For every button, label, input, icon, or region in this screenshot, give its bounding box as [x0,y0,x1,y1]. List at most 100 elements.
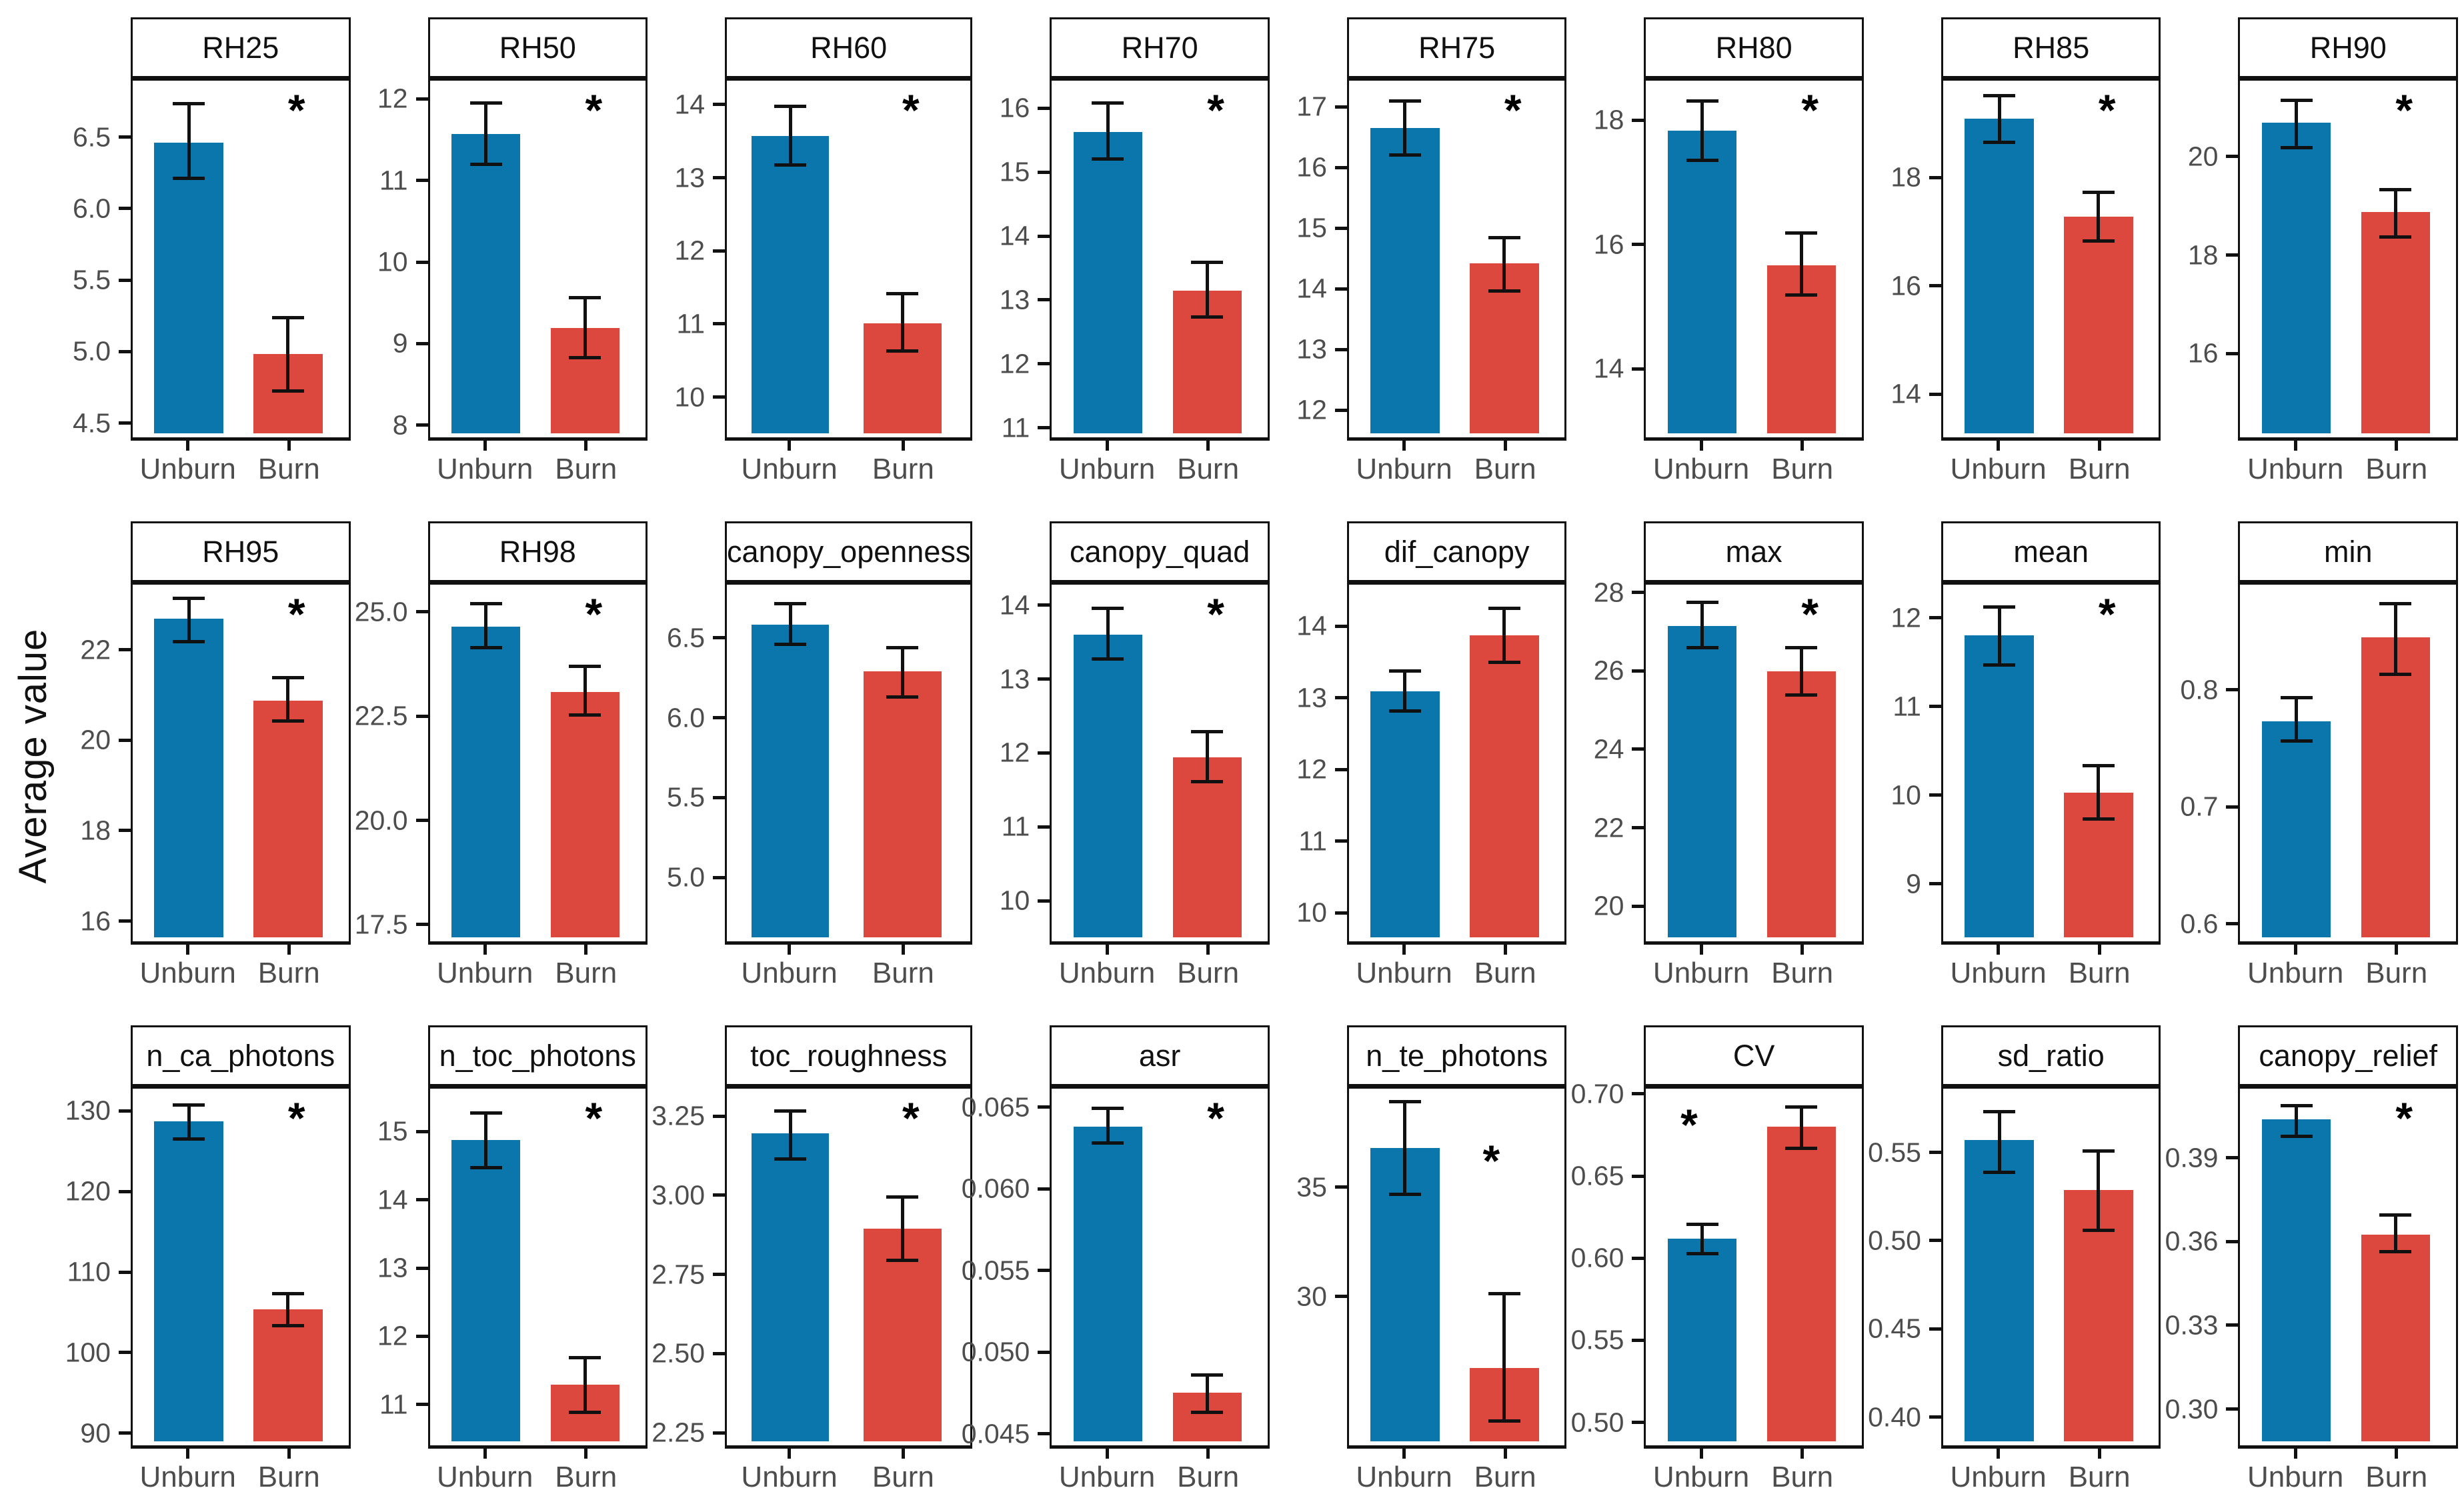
y-tick-label: 12 [999,348,1030,379]
facet-cell-sd_ratio: 0.40 0.45 0.50 0.55 sd_ratio Unburn Burn [1864,1008,2161,1512]
error-bar-line [1106,103,1110,159]
error-bar-cap-top [2379,601,2412,605]
burn-bar [1766,671,1836,937]
facet-strip-title: RH90 [2238,17,2458,81]
plot-area-n_ca_photons: * [131,1089,351,1449]
facet-strip-title: RH25 [131,17,351,81]
x-axis-canopy_quad: Unburn Burn [1050,945,1270,993]
x-axis-RH90: Unburn Burn [2238,441,2458,489]
error-bar-line [788,1111,792,1159]
significance-asterisk: * [2395,1093,2413,1143]
error-bar-cap-top [1686,601,1718,605]
unburn-bar [154,619,223,937]
y-tick-label: 2.25 [652,1417,706,1448]
y-tick-label: 0.055 [961,1255,1030,1286]
y-tick-mark [415,714,428,718]
y-tick-mark [1632,904,1644,908]
facet-cell-asr: 0.045 0.050 0.055 0.060 0.065 asr * Unburn Burn [962,1008,1270,1512]
x-axis-dif_canopy: Unburn Burn [1347,945,1567,993]
y-tick-mark [1632,1421,1644,1425]
plot-area-max: * [1644,585,1864,945]
unburn-bar [751,135,830,433]
y-tick-mark [119,919,131,923]
facet-strip-title: mean [1941,521,2161,585]
x-tick-label-unburn: Unburn [139,453,236,485]
unburn-bar [1965,119,2034,433]
y-tick-label: 28 [1593,577,1624,608]
x-tick-mark [2395,1449,2399,1459]
facet-cell-RH85: 14 16 18 RH85 * Unburn Burn [1864,0,2161,504]
x-tick-label-unburn: Unburn [1652,1461,1750,1493]
x-tick-mark [788,1449,792,1459]
error-bar-cap-top [1092,101,1124,105]
unburn-bar [1370,691,1440,937]
significance-asterisk: * [585,1093,603,1143]
unburn-bar [451,626,521,937]
x-tick-label-unburn: Unburn [1058,453,1156,485]
y-tick-mark [2226,1239,2239,1243]
y-tick-mark [415,1334,428,1338]
plot-area-canopy_relief: * [2238,1089,2458,1449]
unburn-bar [2261,123,2331,433]
y-tick-mark [1929,284,1941,288]
x-tick-mark [1402,1449,1406,1459]
error-bar-line [1205,731,1209,782]
y-axis-RH75: 12 13 14 15 16 17 [1270,83,1347,437]
y-tick-mark [713,1114,726,1118]
x-tick-label-burn: Burn [1177,957,1240,989]
error-bar-line [1106,1108,1110,1143]
facet-strip-title: canopy_quad [1050,521,1270,585]
y-tick-mark [1929,392,1941,396]
y-tick-mark [1334,165,1347,169]
y-tick-mark [713,1431,726,1435]
error-bar-line [286,317,290,391]
x-tick-mark [2395,945,2399,955]
x-tick-label-unburn: Unburn [1950,453,2047,485]
facet-panel-toc_roughness: toc_roughness * Unburn Burn [725,1025,973,1512]
y-tick-mark [1929,1327,1941,1331]
x-axis-RH70: Unburn Burn [1050,441,1270,489]
plot-area-n_toc_photons: * [427,1089,648,1449]
error-bar-cap-top [569,665,601,669]
significance-asterisk: * [2395,85,2413,135]
y-tick-label: 30 [1296,1281,1327,1312]
plot-area-asr: * [1050,1089,1270,1449]
y-tick-mark [1632,118,1644,122]
y-tick-label: 13 [1296,333,1327,365]
x-tick-label-burn: Burn [1177,453,1240,485]
x-axis-min: Unburn Burn [2238,945,2458,993]
facet-cell-toc_roughness: 2.25 2.50 2.75 3.00 3.25 toc_roughness * Unburn… [648,1008,973,1512]
y-tick-label: 0.30 [2165,1393,2219,1425]
facet-panel-n_ca_photons: n_ca_photons * Unburn Burn [131,1025,351,1512]
facet-cell-CV: 0.50 0.55 0.60 0.65 0.70 CV * Unburn Burn [1566,1008,1864,1512]
error-bar-cap-top [173,596,205,600]
error-bar-line [1997,1111,2001,1173]
facet-strip-title: RH95 [131,521,351,585]
error-bar-line [187,103,191,179]
error-bar-cap-bottom [569,356,601,360]
error-bar-cap-bottom [2280,739,2313,743]
x-tick-mark [1206,945,1210,955]
error-bar-cap-bottom [886,1259,919,1263]
x-tick-label-burn: Burn [1474,453,1536,485]
plot-area-toc_roughness: * [725,1089,973,1449]
y-tick-mark [1038,426,1050,430]
x-axis-asr: Unburn Burn [1050,1449,1270,1497]
x-tick-mark [1800,441,1804,451]
y-tick-label: 12 [1296,394,1327,425]
y-axis-RH95: 16 18 20 22 [53,587,131,941]
x-tick-mark [2293,441,2297,451]
burn-bar [550,691,620,937]
y-axis-RH98: 17.5 20.0 22.5 25.0 [351,587,428,941]
y-tick-mark [415,423,428,427]
y-tick-mark [119,278,131,282]
facet-panel-n_te_photons: n_te_photons * Unburn Burn [1346,1025,1567,1512]
y-axis-canopy_openness: 5.0 5.5 6.0 6.5 [648,587,726,941]
y-tick-mark [2226,1323,2239,1327]
x-axis-n_te_photons: Unburn Burn [1347,1449,1567,1497]
error-bar-cap-top [271,676,304,680]
error-bar-cap-top [1686,99,1718,103]
facet-cell-mean: 9 10 11 12 mean * Unburn Burn [1864,504,2161,1008]
y-axis-RH70: 11 12 13 14 15 16 [972,83,1050,441]
facet-panel-sd_ratio: sd_ratio Unburn Burn [1941,1025,2161,1512]
